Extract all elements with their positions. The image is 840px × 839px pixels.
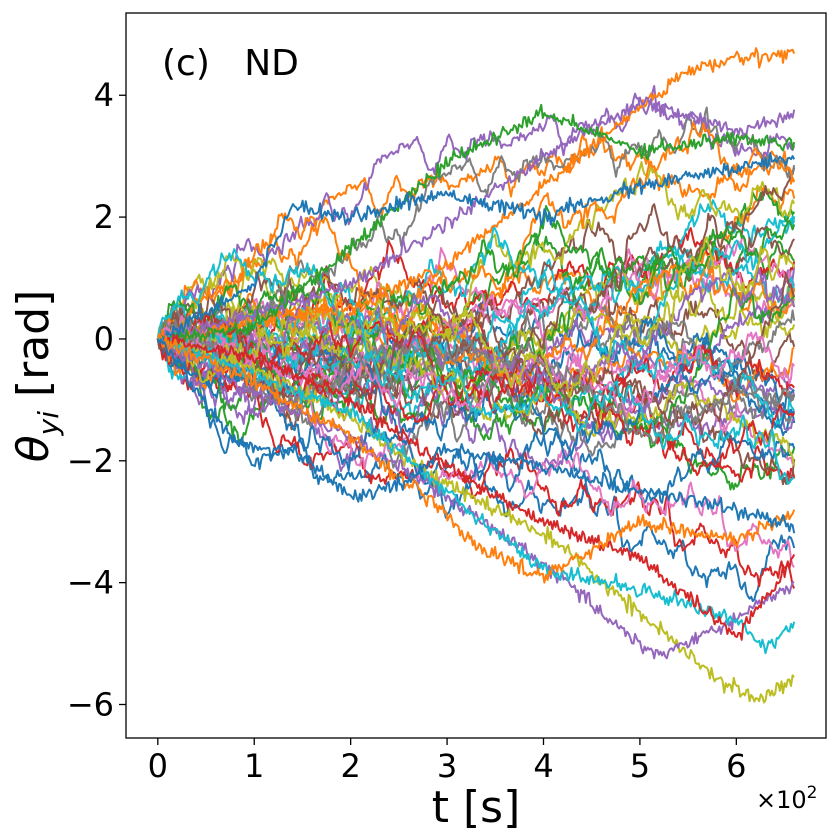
series-line xyxy=(157,96,796,347)
y-tick-label: −4 xyxy=(67,564,114,602)
y-tick-label: 0 xyxy=(94,320,114,358)
series-line xyxy=(157,236,796,399)
series-layer xyxy=(156,47,796,704)
y-axis-spacer xyxy=(8,397,59,411)
y-axis-unit: [rad] xyxy=(8,290,59,397)
tick-layer: 0 1 2 3 4 5 6 −6 −4 −2 0 2 4 xyxy=(67,76,747,785)
y-axis-subscript: yi xyxy=(32,411,65,437)
x-tick-label: 3 xyxy=(437,747,457,785)
series-line xyxy=(157,335,796,655)
series-line xyxy=(156,329,796,589)
x-tick-label: 4 xyxy=(533,747,553,785)
x-tick-label: 5 xyxy=(630,747,650,785)
x-offset-label: ×102 xyxy=(756,783,817,814)
series-line xyxy=(156,335,796,504)
x-tick-label: 1 xyxy=(244,747,264,785)
y-tick-label: −6 xyxy=(67,685,114,723)
y-tick-label: 4 xyxy=(94,76,114,114)
series-line xyxy=(156,119,796,340)
x-offset-exponent: 2 xyxy=(807,783,818,803)
series-line xyxy=(156,248,795,485)
x-tick-label: 0 xyxy=(148,747,168,785)
y-axis-title: θyi [rad] xyxy=(8,290,65,463)
y-axis-symbol: θ xyxy=(8,435,59,462)
series-line xyxy=(156,323,796,420)
series-line xyxy=(156,333,796,584)
x-tick-label: 2 xyxy=(340,747,360,785)
series-line xyxy=(157,336,795,660)
x-tick-label: 6 xyxy=(726,747,746,785)
x-axis-title: t [s] xyxy=(432,782,521,833)
series-line xyxy=(156,103,796,346)
panel-label: (c) ND xyxy=(162,43,299,84)
series-line xyxy=(156,333,795,704)
y-tick-label: −2 xyxy=(67,442,114,480)
series-line xyxy=(157,205,796,340)
x-offset-base: ×10 xyxy=(756,786,807,814)
series-line xyxy=(156,323,796,491)
y-tick-label: 2 xyxy=(94,198,114,236)
series-line xyxy=(157,152,796,343)
series-line xyxy=(156,333,796,641)
plot-frame xyxy=(125,12,827,739)
series-line xyxy=(156,338,796,534)
